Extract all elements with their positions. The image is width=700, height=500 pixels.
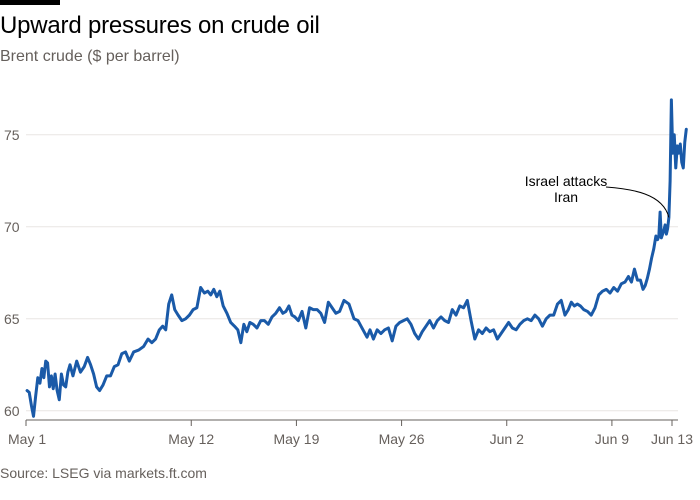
y-tick-label: 65 bbox=[4, 311, 20, 327]
annotation-connector bbox=[605, 186, 670, 218]
x-tick-label: May 12 bbox=[168, 431, 214, 447]
line-chart: 60 65 70 75 May 1 May 12 May 19 May 26 Jun 2 Jun … bbox=[4, 98, 693, 447]
x-tick-label: Jun 9 bbox=[595, 431, 629, 447]
x-tick-label: May 26 bbox=[379, 431, 425, 447]
x-tick-label: May 19 bbox=[273, 431, 319, 447]
annotation-label-line-1: Israel attacks bbox=[525, 173, 607, 189]
y-tick-label: 60 bbox=[4, 403, 20, 419]
x-tick-label: Jun 2 bbox=[490, 431, 524, 447]
annotation-label-line-2: Iran bbox=[554, 189, 578, 205]
source-note: Source: LSEG via markets.ft.com bbox=[0, 465, 207, 481]
series-line-brent bbox=[25, 98, 688, 418]
x-tick-label: May 1 bbox=[8, 431, 46, 447]
brand-bar bbox=[0, 0, 60, 5]
chart-subtitle: Brent crude ($ per barrel) bbox=[0, 48, 180, 65]
y-tick-label: 75 bbox=[4, 127, 20, 143]
x-tick-label: Jun 13 bbox=[651, 431, 693, 447]
y-tick-label: 70 bbox=[4, 219, 20, 235]
chart-title: Upward pressures on crude oil bbox=[0, 12, 320, 39]
